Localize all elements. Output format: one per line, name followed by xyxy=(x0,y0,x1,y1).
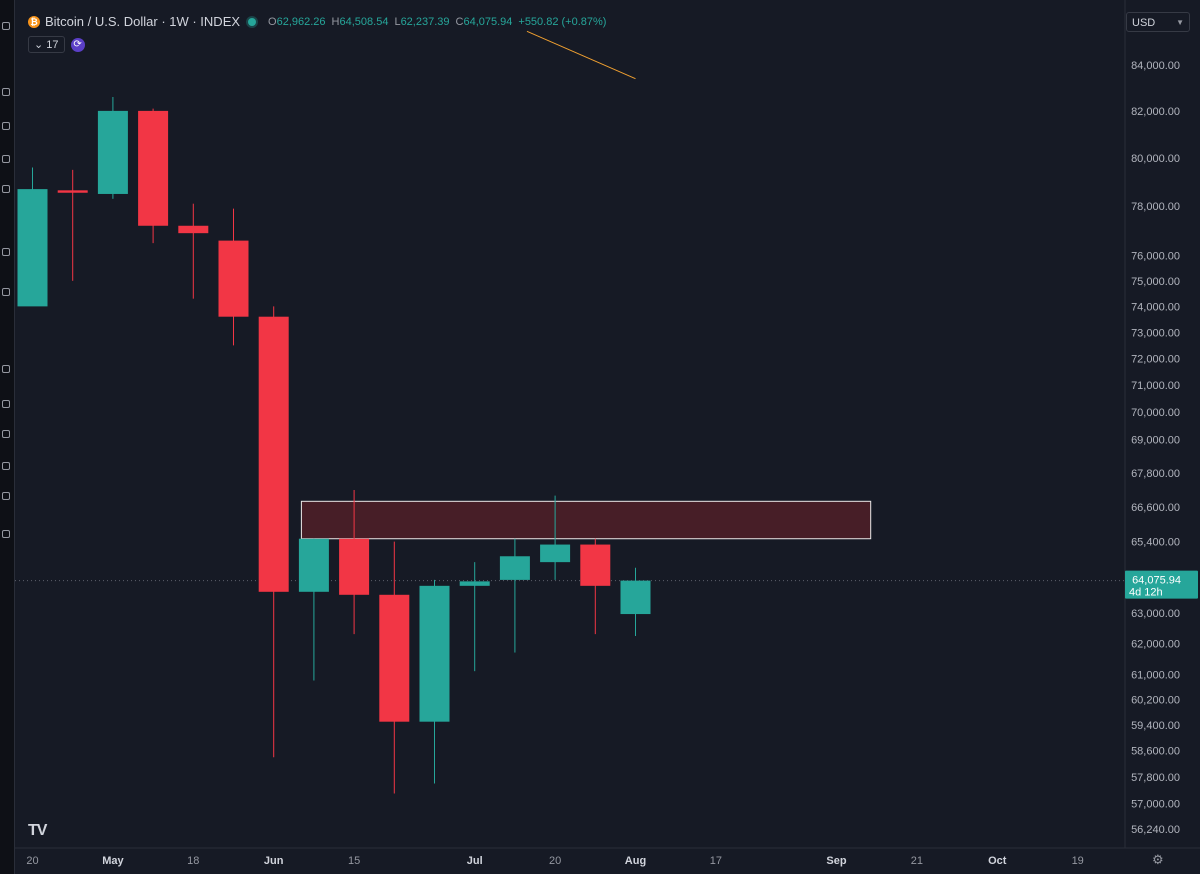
y-tick-label: 59,400.00 xyxy=(1131,720,1180,732)
candle-body xyxy=(97,110,128,194)
toolbar-tool-icon[interactable] xyxy=(2,462,10,470)
toolbar-tool-icon[interactable] xyxy=(2,122,10,130)
y-tick-label: 62,000.00 xyxy=(1131,638,1180,650)
gear-icon[interactable]: ⚙ xyxy=(1152,852,1164,867)
candle-body xyxy=(218,240,249,317)
candle-body xyxy=(178,225,209,234)
candle-body xyxy=(499,556,530,580)
toolbar-tool-icon[interactable] xyxy=(2,400,10,408)
y-tick-label: 72,000.00 xyxy=(1131,354,1180,366)
candle-body xyxy=(138,110,169,226)
toolbar-tool-icon[interactable] xyxy=(2,530,10,538)
price-tag xyxy=(1125,570,1198,599)
x-tick-label: 19 xyxy=(1072,855,1084,867)
drawing-toolbar xyxy=(0,0,15,874)
candle-body xyxy=(57,190,88,193)
candlestick-chart[interactable]: 84,000.00 82,000.00 80,000.00 78,000.00 76,0… xyxy=(15,0,1200,874)
y-tick-label: 84,000.00 xyxy=(1131,60,1180,72)
x-tick-label: Oct xyxy=(988,855,1007,867)
candle-body xyxy=(258,316,289,592)
change-value: +550.82 (+0.87%) xyxy=(518,15,607,28)
x-tick-label: 21 xyxy=(911,855,923,867)
toolbar-tool-icon[interactable] xyxy=(2,430,10,438)
y-tick-label: 74,000.00 xyxy=(1131,301,1180,313)
close-value: 64,075.94 xyxy=(463,15,513,28)
price-tag-countdown: 4d 12h xyxy=(1129,587,1163,599)
y-tick-label: 66,600.00 xyxy=(1131,502,1180,514)
indicator-count-button[interactable]: ⌄ 17 xyxy=(28,36,65,53)
y-tick-label: 75,000.00 xyxy=(1131,276,1180,288)
y-tick-label: 76,000.00 xyxy=(1131,251,1180,263)
currency-select[interactable]: USD ▼ xyxy=(1126,12,1190,32)
toolbar-tool-icon[interactable] xyxy=(2,88,10,96)
y-tick-label: 78,000.00 xyxy=(1131,201,1180,213)
candle-body xyxy=(339,538,370,595)
close-key: C xyxy=(455,15,464,28)
indicator-row: ⌄ 17 ⟳ xyxy=(28,36,85,53)
x-tick-label: Sep xyxy=(826,855,846,867)
candle-body xyxy=(298,538,329,592)
low-value: 62,237.39 xyxy=(400,15,450,28)
toolbar-tool-icon[interactable] xyxy=(2,155,10,163)
y-tick-label: 57,800.00 xyxy=(1131,772,1180,784)
sync-icon[interactable]: ⟳ xyxy=(70,37,85,52)
status-dot-icon xyxy=(248,17,257,26)
tradingview-logo-icon[interactable]: TV xyxy=(28,822,47,839)
chart-area[interactable]: 84,000.00 82,000.00 80,000.00 78,000.00 76,0… xyxy=(15,0,1200,874)
y-tick-label: 56,240.00 xyxy=(1131,824,1180,836)
candle-body xyxy=(620,580,651,615)
open-value: 62,962.26 xyxy=(276,15,326,28)
y-tick-label: 69,000.00 xyxy=(1131,435,1180,447)
y-tick-label: 57,000.00 xyxy=(1131,798,1180,810)
chart-legend: ₿ Bitcoin / U.S. Dollar · 1W · INDEX O 62… xyxy=(28,14,606,29)
symbol-title[interactable]: Bitcoin / U.S. Dollar · 1W · INDEX xyxy=(45,14,241,29)
candle-body xyxy=(17,189,48,307)
y-tick-label: 70,000.00 xyxy=(1131,407,1180,419)
low-key: L xyxy=(394,15,401,28)
toolbar-tool-icon[interactable] xyxy=(2,492,10,500)
y-tick-label: 61,000.00 xyxy=(1131,669,1180,681)
y-tick-label: 67,800.00 xyxy=(1131,468,1180,480)
candle-body xyxy=(459,581,490,586)
toolbar-tool-icon[interactable] xyxy=(2,248,10,256)
chevron-down-icon: ▼ xyxy=(1176,18,1184,27)
toolbar-tool-icon[interactable] xyxy=(2,365,10,373)
indicator-count: 17 xyxy=(46,39,59,51)
y-tick-label: 73,000.00 xyxy=(1131,327,1180,339)
price-tag-value: 64,075.94 xyxy=(1132,575,1181,587)
toolbar-tool-icon[interactable] xyxy=(2,185,10,193)
y-tick-label: 58,600.00 xyxy=(1131,746,1180,758)
y-tick-label: 63,000.00 xyxy=(1131,608,1180,620)
x-tick-label: 20 xyxy=(26,855,38,867)
open-key: O xyxy=(268,15,277,28)
y-tick-label: 82,000.00 xyxy=(1131,106,1180,118)
y-tick-label: 60,200.00 xyxy=(1131,694,1180,706)
x-tick-label: Jul xyxy=(467,855,483,867)
x-tick-label: 20 xyxy=(549,855,561,867)
trendline xyxy=(526,30,636,80)
high-value: 64,508.54 xyxy=(339,15,389,28)
x-tick-label: Jun xyxy=(264,855,284,867)
currency-label: USD xyxy=(1132,17,1156,29)
y-tick-label: 71,000.00 xyxy=(1131,380,1180,392)
candle-body xyxy=(540,544,571,563)
x-tick-label: 15 xyxy=(348,855,360,867)
toolbar-tool-icon[interactable] xyxy=(2,22,10,30)
x-tick-label: 17 xyxy=(710,855,722,867)
candle-body xyxy=(379,594,410,722)
toolbar-tool-icon[interactable] xyxy=(2,288,10,296)
y-tick-label: 65,400.00 xyxy=(1131,537,1180,549)
bitcoin-icon: ₿ xyxy=(28,15,40,28)
zone-rectangle xyxy=(300,500,872,540)
y-tick-label: 80,000.00 xyxy=(1131,153,1180,165)
high-key: H xyxy=(331,15,340,28)
x-tick-label: 18 xyxy=(187,855,199,867)
x-tick-label: May xyxy=(102,855,124,867)
candle-body xyxy=(580,544,611,586)
candle-body xyxy=(419,585,450,722)
x-tick-label: Aug xyxy=(625,855,646,867)
